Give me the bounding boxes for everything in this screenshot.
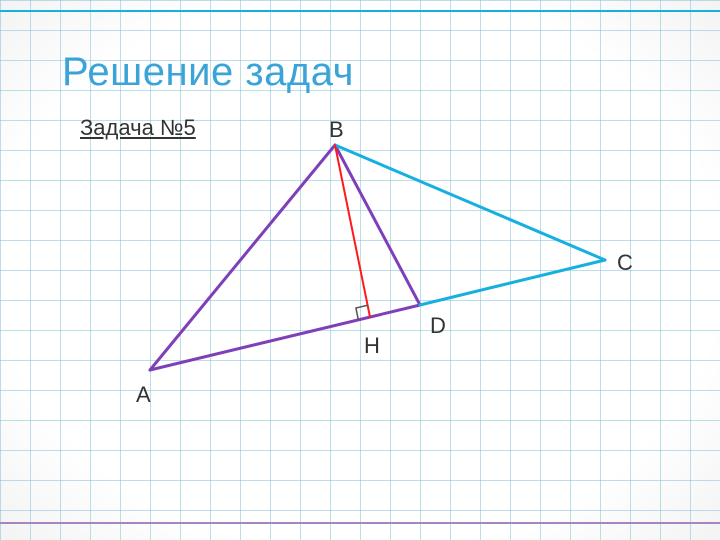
- point-label-b: B: [329, 117, 344, 143]
- slide: Решение задач Задача №5 A B C D H: [0, 0, 720, 540]
- point-label-d: D: [430, 313, 446, 339]
- point-label-c: C: [617, 250, 633, 276]
- point-label-a: A: [136, 382, 151, 408]
- geometry-figure: [0, 0, 720, 540]
- point-label-h: H: [364, 333, 380, 359]
